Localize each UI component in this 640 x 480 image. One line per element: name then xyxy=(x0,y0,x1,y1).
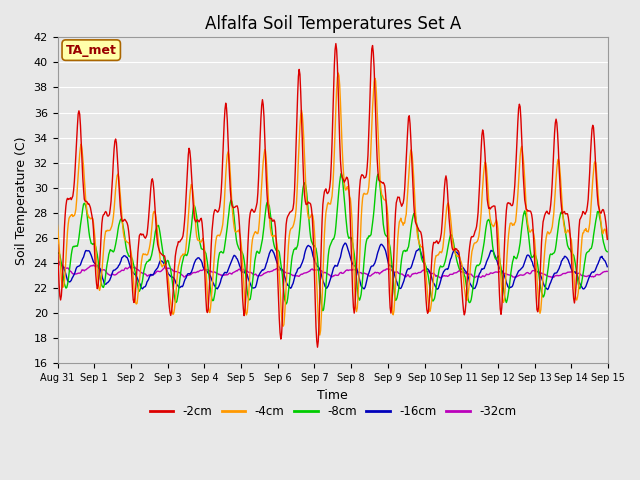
Text: TA_met: TA_met xyxy=(66,44,116,57)
Legend: -2cm, -4cm, -8cm, -16cm, -32cm: -2cm, -4cm, -8cm, -16cm, -32cm xyxy=(145,400,521,423)
Title: Alfalfa Soil Temperatures Set A: Alfalfa Soil Temperatures Set A xyxy=(205,15,461,33)
X-axis label: Time: Time xyxy=(317,389,348,402)
Y-axis label: Soil Temperature (C): Soil Temperature (C) xyxy=(15,136,28,264)
